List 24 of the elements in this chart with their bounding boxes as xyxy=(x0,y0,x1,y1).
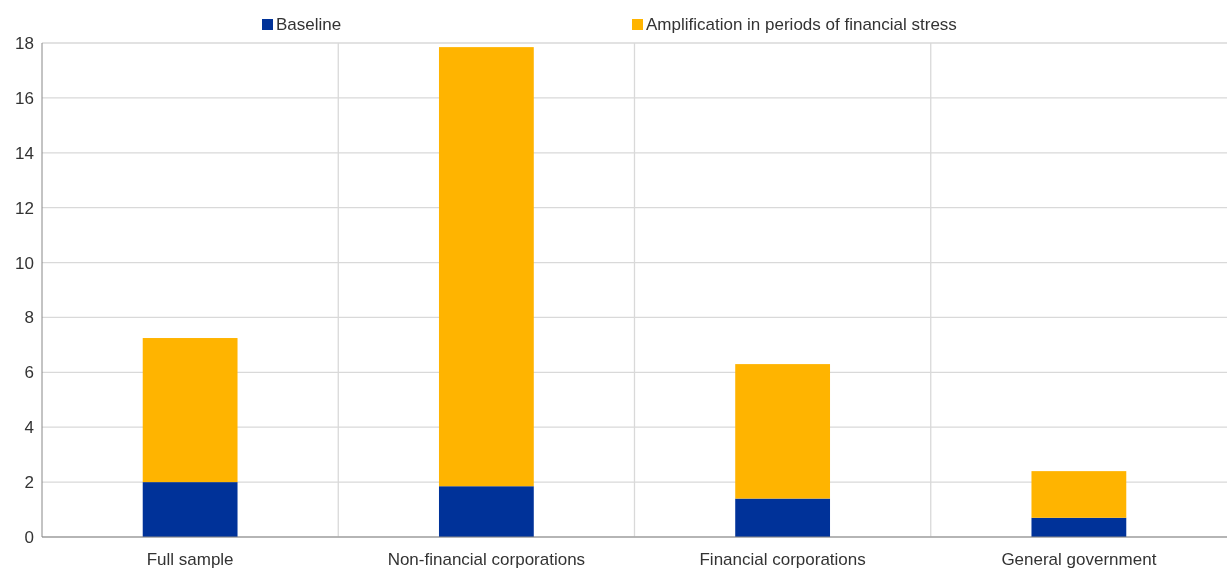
y-tick-label: 2 xyxy=(24,473,34,493)
bar xyxy=(438,47,534,487)
y-tick-label: 10 xyxy=(15,253,34,273)
x-tick-label: Non-financial corporations xyxy=(387,550,586,569)
x-tick-label: General government xyxy=(1001,550,1157,569)
y-tick-label: 4 xyxy=(24,418,34,438)
legend-label: Baseline xyxy=(276,15,342,34)
y-tick-label: 6 xyxy=(24,363,34,383)
bar xyxy=(142,338,238,483)
y-tick-label: 18 xyxy=(15,34,34,53)
y-tick-label: 14 xyxy=(15,143,34,163)
legend-label: Amplification in periods of financial stress xyxy=(646,15,957,34)
x-tick-label: Financial corporations xyxy=(699,550,866,569)
bar xyxy=(735,498,831,537)
bar xyxy=(1031,517,1127,537)
bar xyxy=(1031,471,1127,518)
bar xyxy=(438,486,534,537)
y-tick-label: 16 xyxy=(15,88,34,108)
y-tick-label: 8 xyxy=(24,308,34,328)
y-tick-label: 0 xyxy=(24,528,34,547)
bar xyxy=(142,482,238,537)
x-tick-label: Full sample xyxy=(146,550,234,569)
y-tick-label: 12 xyxy=(15,198,34,218)
bar xyxy=(735,364,831,499)
